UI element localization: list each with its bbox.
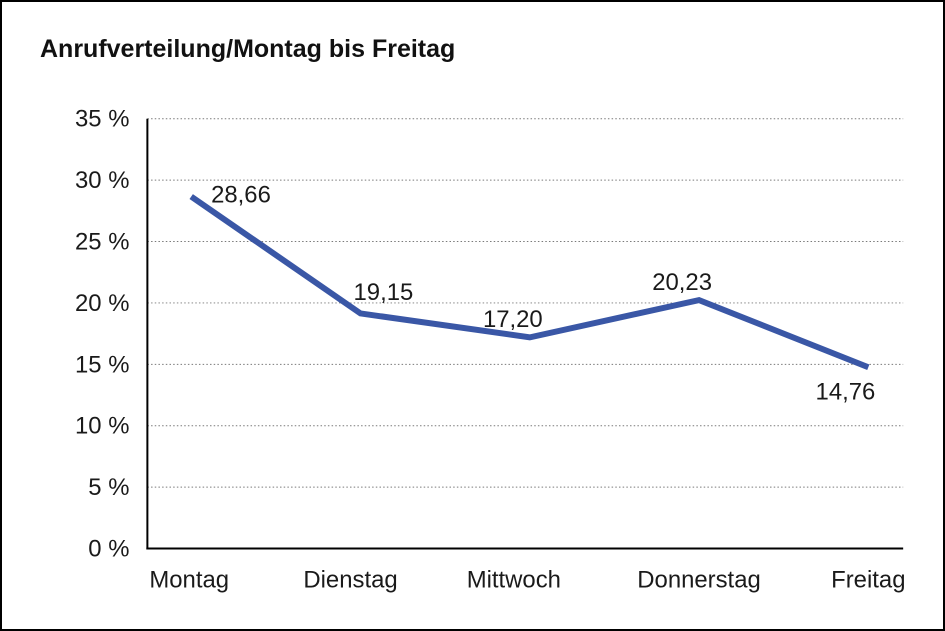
data-label: 17,20 (483, 306, 543, 333)
y-tick-label: 25 % (75, 229, 129, 256)
y-tick-label: 5 % (88, 474, 129, 501)
data-label: 20,23 (652, 269, 712, 296)
y-tick-label: 30 % (75, 167, 129, 194)
x-category-label: Freitag (831, 566, 905, 593)
series-line (189, 194, 870, 371)
x-category-label: Mittwoch (467, 566, 561, 593)
data-label: 14,76 (816, 378, 876, 405)
y-tick-label: 20 % (75, 290, 129, 317)
x-category-label: Montag (149, 566, 229, 593)
y-tick-label: 35 % (75, 106, 129, 133)
data-label: 19,15 (354, 279, 414, 306)
y-tick-label: 10 % (75, 413, 129, 440)
x-category-label: Dienstag (303, 566, 397, 593)
y-tick-label: 0 % (88, 535, 129, 562)
x-category-label: Donnerstag (637, 566, 760, 593)
chart-title: Anrufverteilung/Montag bis Freitag (40, 35, 456, 63)
data-label: 28,66 (211, 182, 271, 209)
y-tick-label: 15 % (75, 351, 129, 378)
